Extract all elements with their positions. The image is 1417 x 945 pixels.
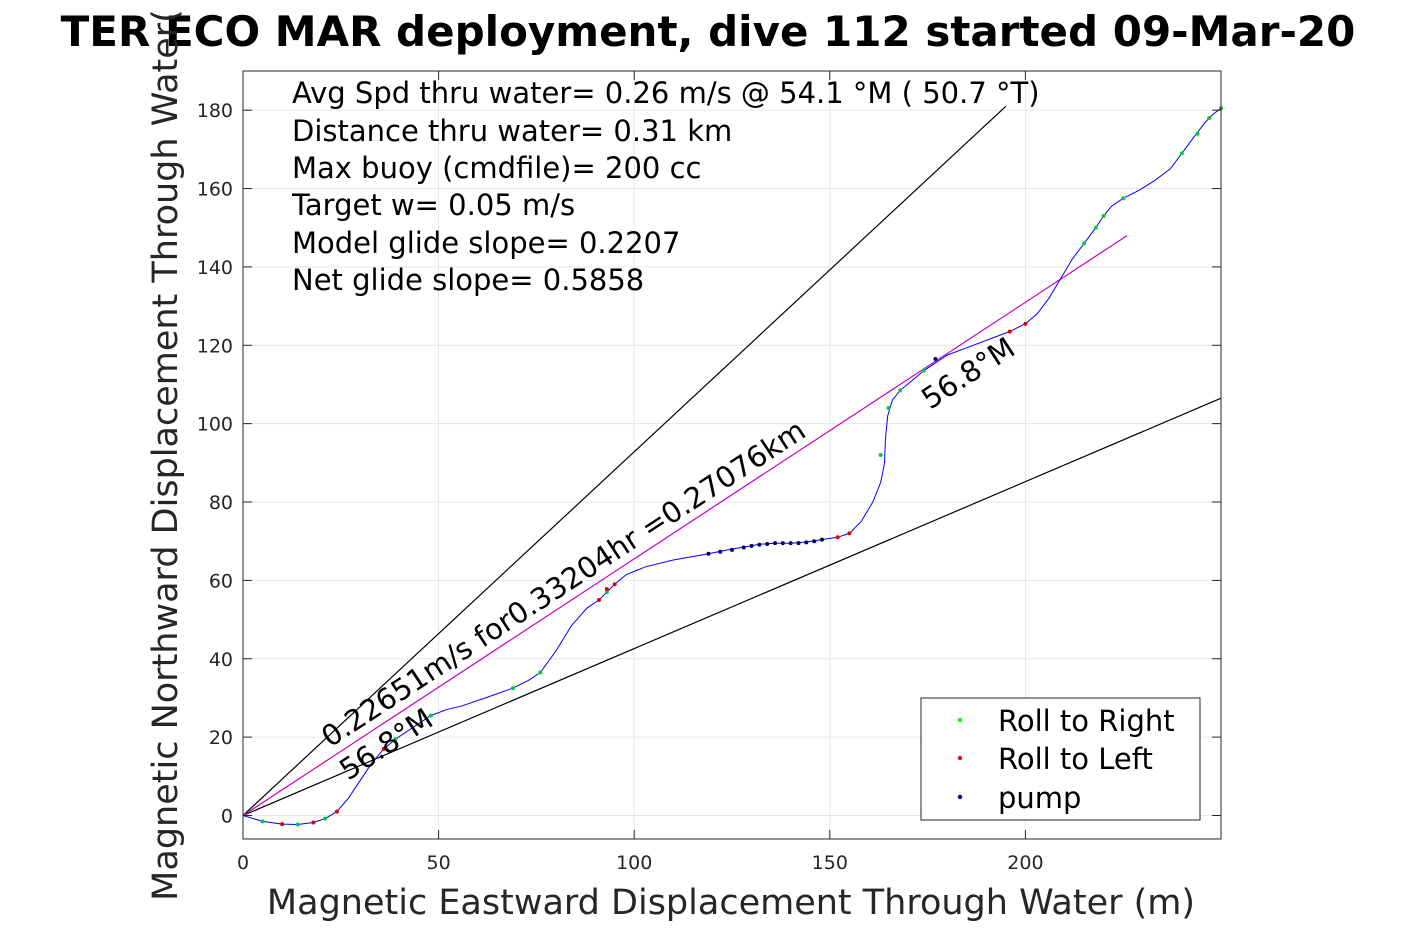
y-tick-label: 180 [197,100,233,122]
y-tick-label: 60 [209,570,233,592]
reference-line-2 [242,397,1222,817]
roll-left-marker [612,582,617,587]
roll-right-marker [878,453,883,457]
roll-left-marker [604,587,609,592]
reference-line-1 [242,105,1007,816]
pump-marker [804,540,809,545]
roll-right-marker [1195,131,1200,136]
roll-right-marker [886,405,891,410]
pump-marker [812,539,817,544]
roll-left-marker [1007,329,1012,334]
pump-marker [819,537,824,542]
info-line: Max buoy (cmdfile)= 200 cc [292,151,701,185]
pump-marker [773,541,778,546]
pump-marker [749,543,754,548]
roll-right-marker [1082,241,1087,246]
info-line: Model glide slope= 0.2207 [292,226,680,260]
y-tick-label: 20 [209,727,233,749]
roll-right-marker [538,670,543,675]
axis-ticks: 0 50 100 150 200 0 20 40 60 80 100 120 140 160 180 [197,71,1221,874]
legend-box [920,697,1201,821]
roll-left-marker [847,531,852,536]
info-box: Avg Spd thru water= 0.26 m/s @ 54.1 °M (… [291,76,1040,297]
y-tick-label: 140 [197,257,233,279]
roll-right-marker [428,713,433,718]
roll-left-marker [381,746,386,751]
y-tick-label: 100 [197,414,233,436]
roll-right-marker [921,368,926,373]
roll-right-marker [393,737,398,742]
x-tick-label: 150 [812,852,848,874]
pump-marker [933,357,938,361]
roll-left-marker [596,597,601,602]
x-tick-label: 100 [616,852,652,874]
pump-marker [780,541,785,546]
pump-marker [730,547,734,552]
roll-right-marker [898,388,903,393]
reference-line-3 [242,235,1128,816]
info-line: Distance thru water= 0.31 km [292,114,732,148]
plot-frame [242,70,1222,840]
legend-marker-pump [957,794,963,800]
roll-right-marker [1093,225,1098,230]
reference-lines [242,105,1222,817]
roll-right-marker [604,590,609,595]
roll-left-marker [334,809,339,814]
y-tick-label: 0 [221,805,233,827]
legend-label-pump: pump [998,781,1081,815]
pump-marker [788,541,793,546]
pump-marker [765,541,770,546]
roll-left-marker [835,535,840,540]
y-tick-label: 160 [197,179,233,201]
roll-right-marker [510,686,515,691]
y-tick-label: 120 [197,335,233,357]
roll-right-marker [1207,116,1212,121]
pump-marker [757,542,762,547]
pump-marker [718,549,723,554]
info-line: Net glide slope= 0.5858 [292,263,644,297]
legend-marker-roll-left [957,755,963,761]
y-axis-label: Magnetic Northward Displacement Through … [146,9,186,901]
legend-marker-roll-right [957,717,963,723]
roll-right-marker [1179,151,1184,156]
info-line: Target w= 0.05 m/s [291,188,575,222]
roll-right-marker [323,816,328,821]
roll-right-marker [1101,213,1106,218]
legend-label-roll-left: Roll to Left [998,742,1153,776]
x-axis-label: Magnetic Eastward Displacement Through W… [267,883,1195,923]
legend-label-roll-right: Roll to Right [998,704,1175,738]
info-line: Avg Spd thru water= 0.26 m/s @ 54.1 °M (… [292,76,1040,110]
grid [242,71,1221,839]
roll-right-marker [295,822,300,827]
pump-marker [706,551,711,556]
legend: Roll to Right Roll to Left pump [920,697,1201,821]
chart-title: TER ECO MAR deployment, dive 112 started… [61,7,1356,56]
roll-left-marker [311,820,316,825]
x-tick-label: 50 [427,852,451,874]
pump-marker [796,541,801,546]
y-tick-label: 80 [209,492,233,514]
x-tick-label: 0 [237,852,249,874]
roll-left-marker [1023,321,1028,326]
y-tick-label: 40 [209,649,233,671]
x-tick-label: 200 [1007,852,1043,874]
roll-right-marker [260,819,265,824]
track-markers [260,106,1223,827]
pump-marker [741,545,746,550]
roll-left-marker [280,822,285,827]
roll-right-marker [1121,196,1126,201]
